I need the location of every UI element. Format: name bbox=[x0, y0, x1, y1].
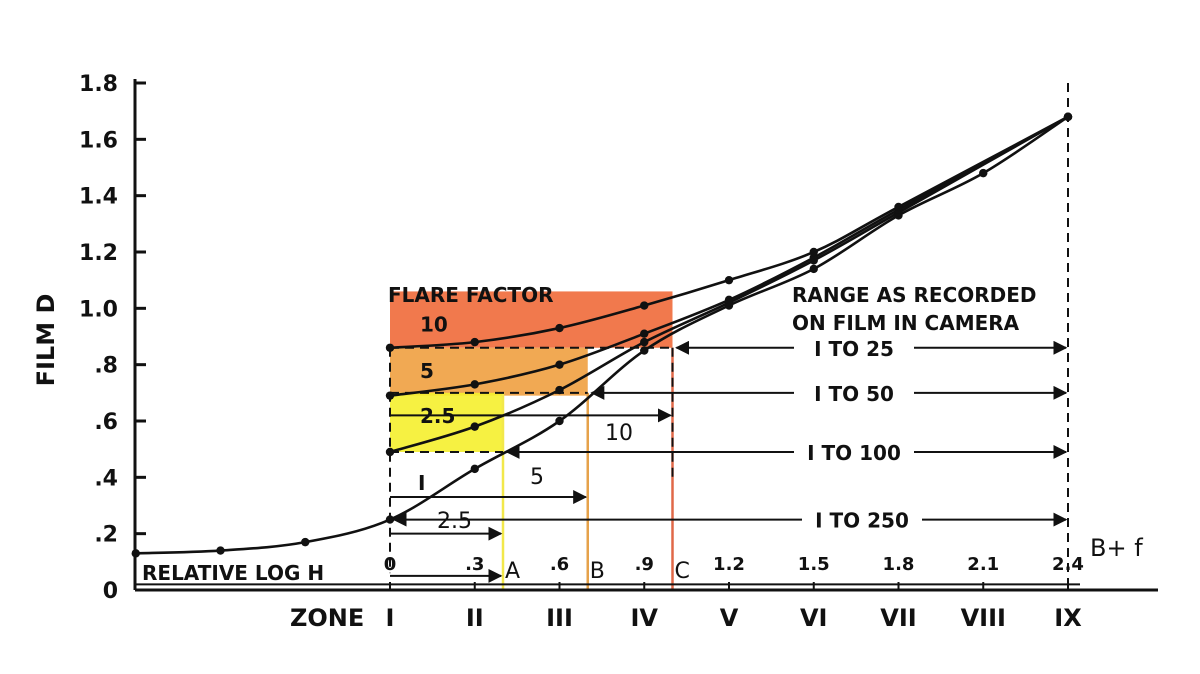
curve-base bbox=[135, 115, 1069, 555]
x-tick-label: .3 bbox=[465, 554, 484, 575]
data-point-base bbox=[979, 168, 988, 178]
zone-numeral: IX bbox=[1054, 604, 1082, 632]
axes: 0 .2 .4 .6 .8 1.0 1.2 1.4 1.6 1.8 0 .3 .6 .9 1.2 1.5 1.8… bbox=[79, 72, 1158, 632]
data-point-base bbox=[640, 346, 649, 355]
data-point-5 bbox=[385, 391, 395, 400]
zone-numeral: VIII bbox=[961, 604, 1006, 632]
y-tick-label: 1.6 bbox=[79, 128, 118, 153]
data-point-5 bbox=[640, 329, 649, 338]
data-point-10 bbox=[809, 247, 818, 257]
data-point-2-5 bbox=[555, 385, 564, 395]
x-tick-label: 1.2 bbox=[713, 554, 745, 575]
y-tick-label: 0 bbox=[103, 579, 118, 604]
y-tick-label: .2 bbox=[94, 523, 118, 548]
range-title-line1: RANGE AS RECORDED bbox=[792, 283, 1037, 307]
data-point-base bbox=[216, 546, 225, 555]
marker-label-C: C bbox=[675, 559, 690, 584]
y-axis-label: FILM D bbox=[32, 294, 60, 387]
data-point-base bbox=[301, 537, 310, 547]
zone-numeral: V bbox=[720, 604, 739, 632]
x-tick-label: 2.4 bbox=[1052, 554, 1084, 575]
x-tick-label: .6 bbox=[550, 554, 569, 575]
data-point-5 bbox=[724, 295, 734, 305]
range-title-line2: ON FILM IN CAMERA bbox=[792, 311, 1020, 335]
bf-label: B+ f bbox=[1090, 534, 1143, 562]
y-tick-label: 1.2 bbox=[79, 241, 118, 266]
zone-numeral: VII bbox=[880, 604, 916, 632]
curves bbox=[131, 112, 1073, 558]
x-tick-label: 1.5 bbox=[798, 554, 830, 575]
guide-lines: A B C bbox=[389, 82, 1069, 589]
x-tick-label: .9 bbox=[635, 554, 654, 575]
data-point-10 bbox=[640, 301, 649, 310]
zone-label: ZONE bbox=[290, 604, 364, 632]
data-point-2-5 bbox=[470, 422, 479, 431]
data-point-2-5 bbox=[385, 447, 395, 457]
data-point-10 bbox=[724, 275, 734, 285]
data-point-base bbox=[809, 264, 818, 274]
data-point-10 bbox=[385, 343, 395, 352]
range-label: I TO 100 bbox=[807, 441, 901, 465]
data-point-base bbox=[385, 515, 395, 524]
y-tick-label: .4 bbox=[94, 466, 118, 491]
x-tick-label: 0 bbox=[384, 554, 397, 575]
data-point-base bbox=[470, 464, 479, 474]
zone-numeral: IV bbox=[630, 604, 658, 632]
zone-numeral: VI bbox=[800, 604, 828, 632]
exposure-label-5: 5 bbox=[530, 465, 544, 490]
flare-box-10 bbox=[390, 291, 673, 348]
data-point-10 bbox=[470, 337, 479, 347]
range-label: I TO 25 bbox=[814, 337, 894, 361]
exposure-label-10: 10 bbox=[605, 421, 633, 446]
data-point-5 bbox=[470, 380, 479, 389]
flare-box-label: 5 bbox=[420, 359, 434, 383]
flare-box-5 bbox=[390, 347, 588, 396]
y-tick-label: 1.8 bbox=[79, 72, 118, 97]
zone-numeral: II bbox=[466, 604, 484, 632]
flare-factor-title: FLARE FACTOR bbox=[388, 283, 553, 307]
marker-label-B: B bbox=[590, 559, 605, 584]
y-tick-label: 1.0 bbox=[79, 297, 118, 322]
y-tick-label: .8 bbox=[94, 354, 118, 379]
y-tick-label: .6 bbox=[94, 410, 118, 435]
x-axis-label: RELATIVE LOG H bbox=[142, 561, 324, 585]
marker-label-A: A bbox=[505, 559, 520, 584]
zone-numeral: III bbox=[546, 604, 573, 632]
data-point-base bbox=[555, 416, 564, 426]
data-point-10 bbox=[1063, 112, 1073, 121]
flare-box-label: 10 bbox=[420, 312, 448, 336]
arrows: I TO 25 I TO 50 I TO 100 I TO 250 10 5 2.5 I bbox=[390, 337, 1068, 583]
x-tick-label: 1.8 bbox=[883, 554, 915, 575]
data-point-10 bbox=[555, 323, 564, 333]
y-tick-label: 1.4 bbox=[79, 185, 118, 210]
data-point-5 bbox=[555, 360, 564, 369]
range-label: I TO 250 bbox=[815, 509, 909, 533]
x-tick-label: 2.1 bbox=[967, 554, 999, 575]
exposure-label-2-5: 2.5 bbox=[437, 509, 472, 534]
range-label: I TO 50 bbox=[814, 382, 894, 406]
data-point-2-5 bbox=[640, 337, 649, 347]
zone-numeral: I bbox=[386, 604, 395, 632]
data-point-10 bbox=[894, 202, 903, 212]
exposure-label-i: I bbox=[418, 471, 425, 495]
